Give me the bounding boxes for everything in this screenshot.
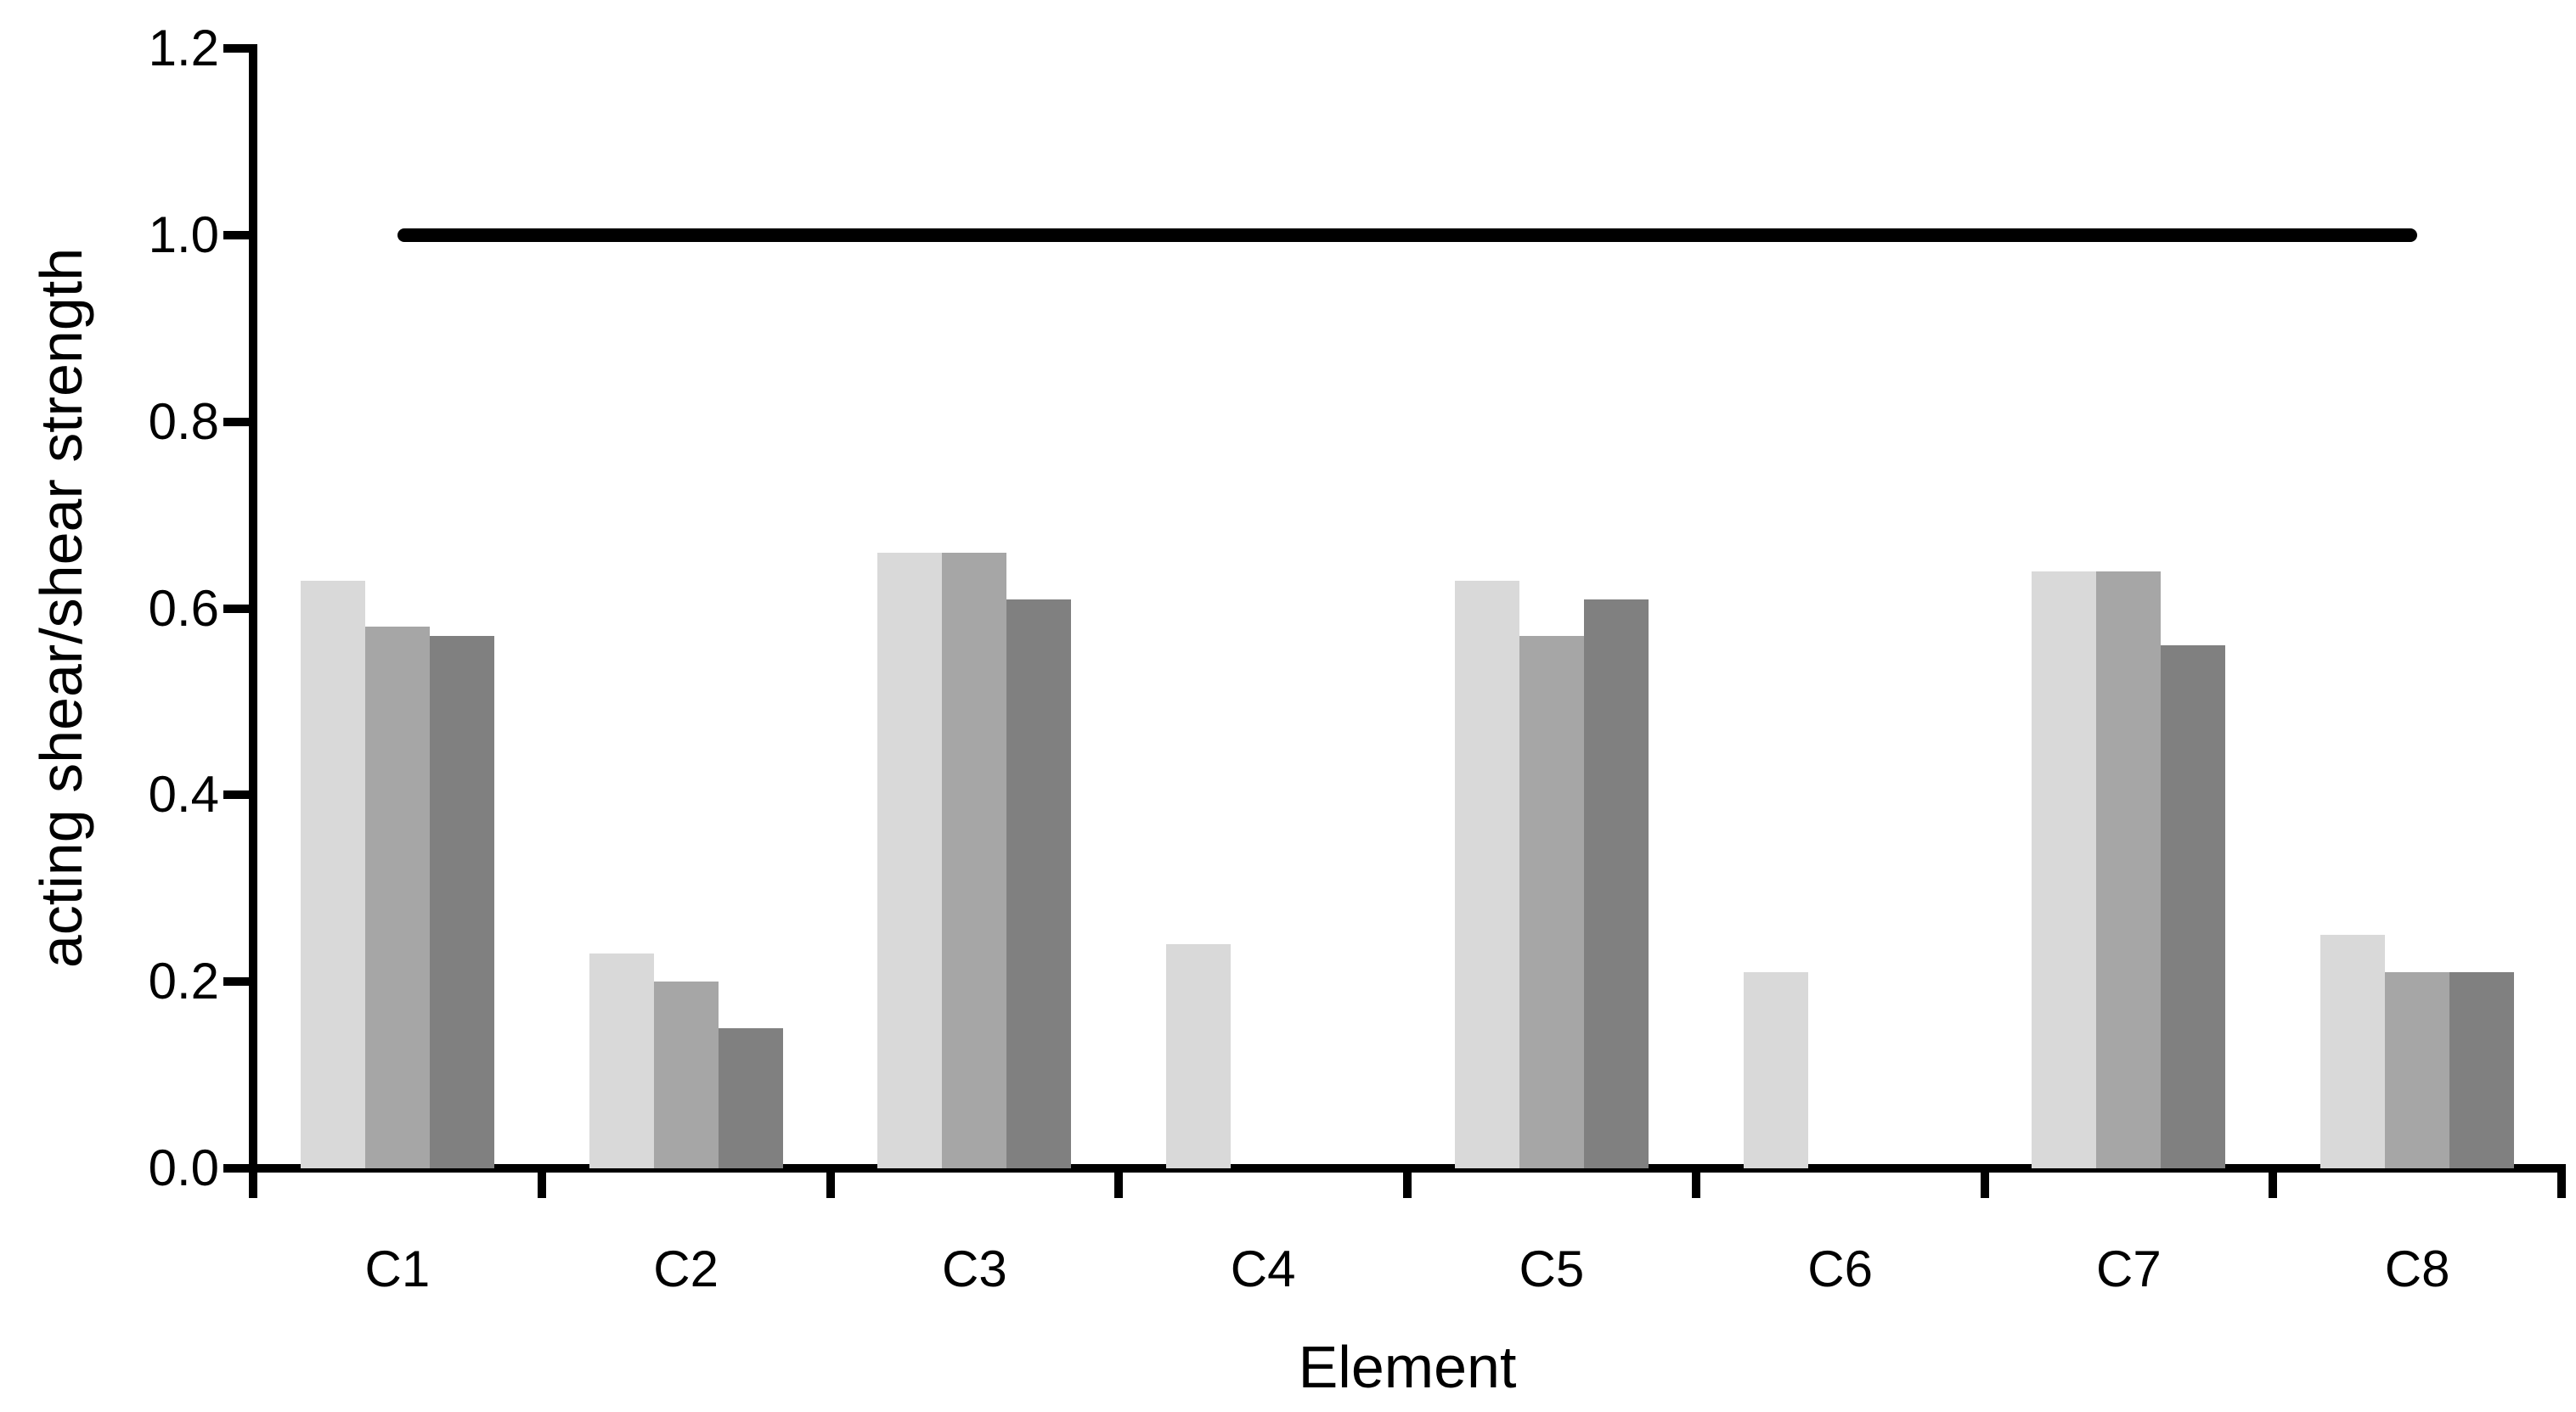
y-tick-label: 1.0 [148,205,219,263]
x-axis-title: Element [1298,1334,1517,1400]
bar [1743,972,1808,1168]
bar [718,1028,783,1168]
y-tick [223,230,249,239]
y-tick [223,44,249,53]
y-tick [223,790,249,800]
bar [429,636,494,1168]
x-axis-line [249,1164,2566,1173]
y-tick [223,1164,249,1173]
x-category-label: C4 [1230,1240,1296,1297]
y-tick-label: 0.0 [148,1139,219,1196]
bar [2161,645,2226,1168]
bar [1583,599,1649,1168]
x-category-label: C3 [942,1240,1007,1297]
bar [877,552,943,1168]
x-tick [826,1173,835,1198]
x-category-label: C2 [653,1240,719,1297]
x-tick [537,1173,546,1198]
bar [300,580,365,1168]
bar [1454,580,1519,1168]
bar [942,552,1007,1168]
x-category-label: C5 [1519,1240,1585,1297]
x-tick [249,1173,257,1198]
bar [589,954,654,1168]
y-tick-label: 0.2 [148,953,219,1010]
bar [2032,571,2097,1168]
y-tick [223,977,249,987]
x-tick [1114,1173,1124,1198]
y-tick-label: 0.6 [148,579,219,637]
x-tick [2269,1173,2278,1198]
bar [1166,944,1232,1168]
reference-line [397,228,2418,242]
y-tick-label: 0.4 [148,766,219,824]
bar [364,627,430,1168]
bar [2385,972,2450,1168]
y-tick [223,604,249,613]
bar [1006,599,1072,1168]
bar [1519,636,1584,1168]
x-category-label: C8 [2384,1240,2450,1297]
x-tick [1691,1173,1700,1198]
x-category-label: C6 [1807,1240,1873,1297]
bar [2320,935,2386,1168]
x-category-label: C7 [2096,1240,2162,1297]
bar [653,982,719,1168]
x-tick [1980,1173,1989,1198]
x-tick [1403,1173,1412,1198]
bar [2096,571,2162,1168]
y-tick-label: 1.2 [148,20,219,76]
x-category-label: C1 [364,1240,431,1297]
y-tick [223,417,249,426]
y-axis-line [249,44,257,1173]
y-tick-label: 0.8 [148,392,219,450]
x-tick [2557,1173,2566,1198]
bar [2449,972,2515,1168]
